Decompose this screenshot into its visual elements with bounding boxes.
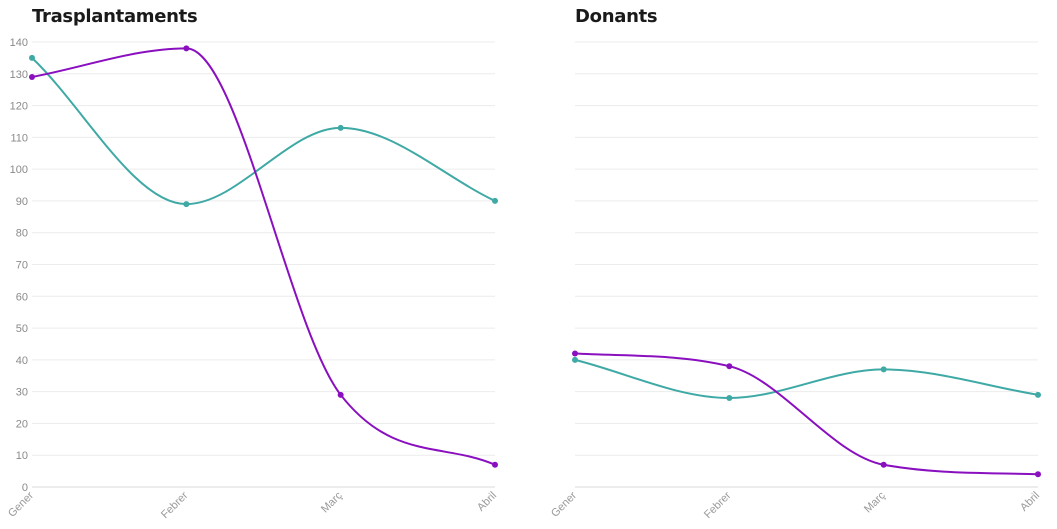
x-tick-label: Març: [862, 489, 888, 515]
chart-panel-1: Gener Febrer Març Abril: [549, 41, 1042, 521]
data-point[interactable]: [29, 54, 35, 61]
y-tick-label: 70: [16, 260, 28, 272]
x-tick-label: Març: [319, 489, 345, 515]
data-point[interactable]: [183, 201, 190, 208]
data-point[interactable]: [572, 356, 578, 363]
x-tick-label: Gener: [549, 489, 579, 519]
data-point[interactable]: [337, 391, 344, 398]
series-line-1: [574, 352, 1039, 476]
x-tick-label: Febrer: [159, 489, 191, 521]
y-tick-label: 130: [10, 69, 28, 81]
y-tick-label: 80: [16, 228, 28, 240]
y-tick-label: 50: [16, 323, 28, 335]
data-point[interactable]: [880, 461, 887, 468]
data-point[interactable]: [726, 395, 733, 401]
data-point[interactable]: [492, 461, 498, 468]
chart-title-donants: Donants: [575, 6, 658, 27]
data-point[interactable]: [492, 197, 498, 204]
series-line-1: [31, 47, 496, 466]
data-point[interactable]: [1035, 471, 1041, 478]
y-tick-label: 60: [16, 291, 28, 303]
data-point[interactable]: [29, 73, 35, 80]
y-tick-label: 40: [16, 355, 28, 367]
y-tick-label: 30: [16, 387, 28, 399]
y-tick-label: 20: [16, 418, 28, 430]
data-point[interactable]: [337, 124, 344, 131]
y-tick-label: 10: [16, 450, 28, 462]
data-point[interactable]: [880, 366, 887, 373]
y-tick-label: 100: [10, 164, 28, 176]
y-tick-label: 110: [10, 132, 28, 144]
y-tick-label: 120: [10, 101, 28, 113]
y-tick-label: 90: [16, 196, 28, 208]
series-line-0: [31, 57, 496, 206]
chart-title-trasplantaments: Trasplantaments: [32, 6, 198, 27]
x-tick-label: Abril: [475, 490, 499, 514]
x-tick-label: Febrer: [702, 489, 734, 521]
y-tick-label: 0: [22, 482, 28, 494]
data-point[interactable]: [726, 363, 733, 370]
y-tick-label: 140: [10, 37, 28, 49]
series-line-0: [574, 358, 1039, 400]
data-point[interactable]: [572, 350, 578, 357]
data-point[interactable]: [183, 45, 190, 52]
data-point[interactable]: [1035, 391, 1041, 398]
x-tick-label: Abril: [1018, 490, 1042, 514]
